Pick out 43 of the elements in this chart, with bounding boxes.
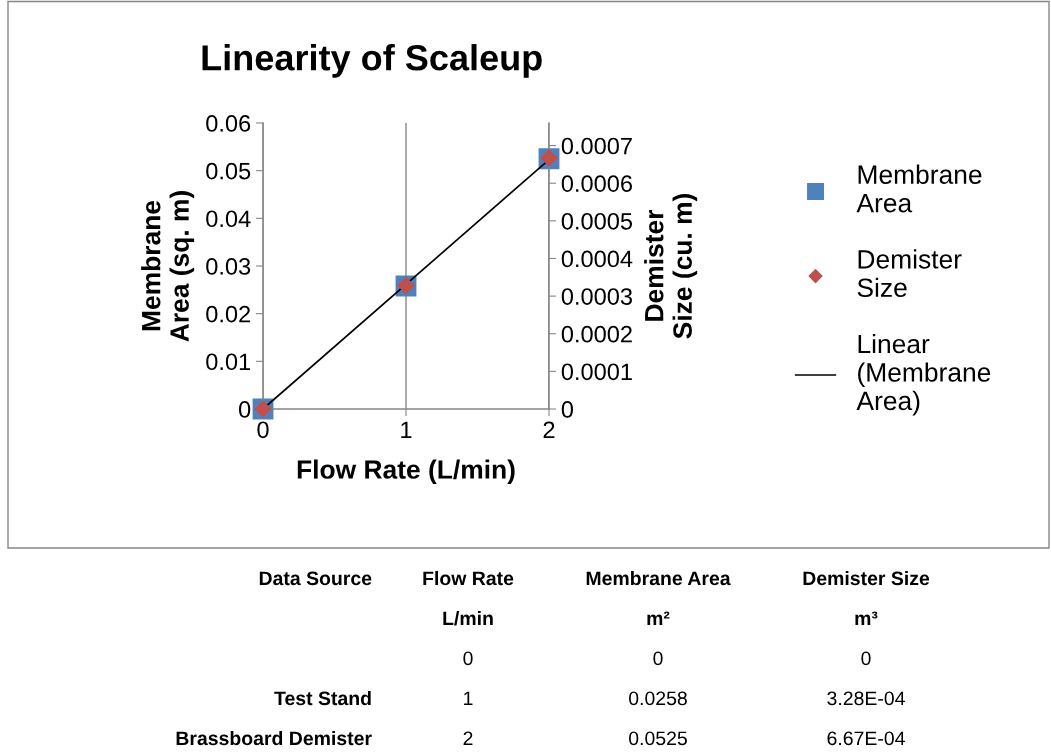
- text: m³: [855, 611, 878, 626]
- legend-label: Linear (Membrane Area): [856, 333, 991, 416]
- text: m²: [647, 611, 670, 626]
- y-tick-label: 0: [238, 401, 251, 418]
- y2-axis-title: Demister Size (cu. m): [644, 193, 698, 339]
- text: Membrane Area: [586, 570, 731, 586]
- chart-title: Linearity of Scaleup: [202, 44, 542, 78]
- text: Demister Size: [803, 570, 930, 586]
- x-axis-title: Flow Rate (L/min): [297, 459, 515, 485]
- legend-label: Demister Size: [857, 249, 962, 298]
- text: 0.0258: [629, 691, 687, 706]
- text: 0: [463, 651, 473, 666]
- y2-tick-label: 0.0003: [561, 288, 632, 305]
- text: 0: [653, 651, 663, 666]
- y2-tick-label: 0: [561, 401, 574, 418]
- x-tick-label: 0: [257, 421, 269, 439]
- text: Test Stand: [274, 690, 371, 706]
- y-tick-label: 0.01: [206, 353, 251, 371]
- y-tick-label: 0.05: [206, 162, 251, 180]
- text: Flow Rate: [423, 570, 514, 586]
- legend-label: Membrane Area: [856, 164, 982, 213]
- text: 3.28E-04: [827, 691, 905, 706]
- x-tick-label: 2: [543, 421, 555, 438]
- x-tick-label: 1: [401, 421, 412, 438]
- y2-tick-label: 0.0007: [561, 137, 632, 155]
- y-axis-title: Membrane Area (sq. m): [141, 191, 195, 342]
- y-tick-label: 0.02: [206, 305, 251, 323]
- y2-tick-label: 0.0005: [561, 212, 633, 230]
- text: Data Source: [259, 571, 372, 586]
- text: 0.0525: [629, 731, 687, 746]
- text: Brassboard Demister: [176, 730, 372, 746]
- y2-tick-label: 0.0001: [561, 363, 632, 381]
- text: 6.67E-04: [827, 731, 905, 746]
- y-tick-label: 0.03: [206, 258, 251, 275]
- text: 2: [463, 731, 473, 746]
- y-tick-label: 0.06: [206, 115, 251, 132]
- text: 1: [464, 691, 473, 706]
- y2-tick-label: 0.0002: [561, 325, 632, 343]
- y2-tick-label: 0.0004: [561, 250, 633, 268]
- text: L/min: [443, 610, 493, 626]
- y-tick-label: 0.04: [206, 210, 251, 228]
- text: 0: [861, 651, 871, 666]
- y2-tick-label: 0.0006: [561, 175, 632, 192]
